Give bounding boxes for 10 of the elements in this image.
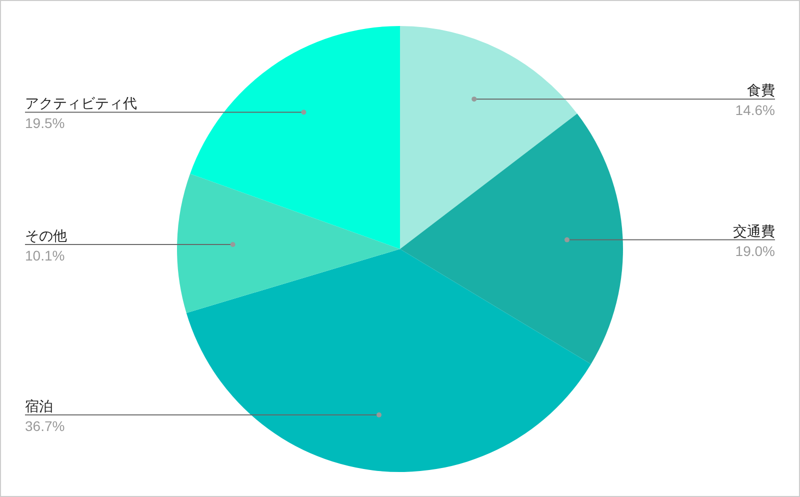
slice-label: 交通費 xyxy=(733,222,775,239)
slice-label: 宿泊 xyxy=(25,398,53,414)
data-label: 19.5% xyxy=(25,115,65,132)
data-label: 10.1% xyxy=(25,248,65,264)
data-label: 19.0% xyxy=(735,242,775,259)
slice-label: アクティビティ代 xyxy=(25,95,137,112)
data-label: 36.7% xyxy=(25,418,65,434)
slice-label: 食費 xyxy=(747,82,775,98)
data-label: 14.6% xyxy=(735,102,775,118)
slice-label: その他 xyxy=(25,228,67,244)
